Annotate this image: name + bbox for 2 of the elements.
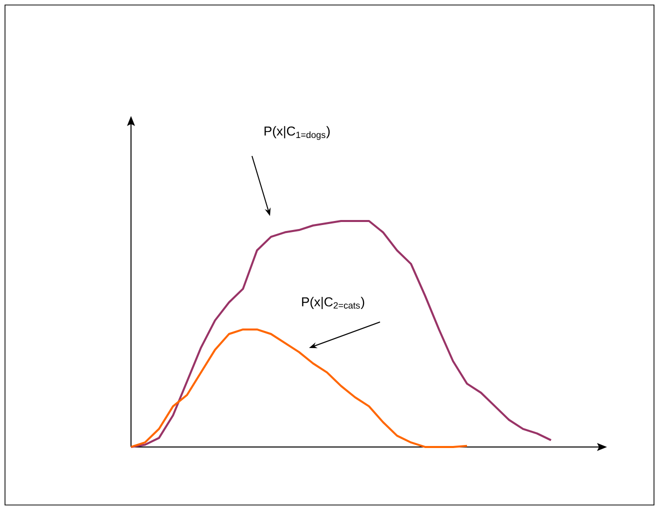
- text: P(x|C$_{1=dogs}$): [264, 126, 330, 140]
- annotation: P(x|C$_{2=cats}$): [302, 296, 364, 310]
